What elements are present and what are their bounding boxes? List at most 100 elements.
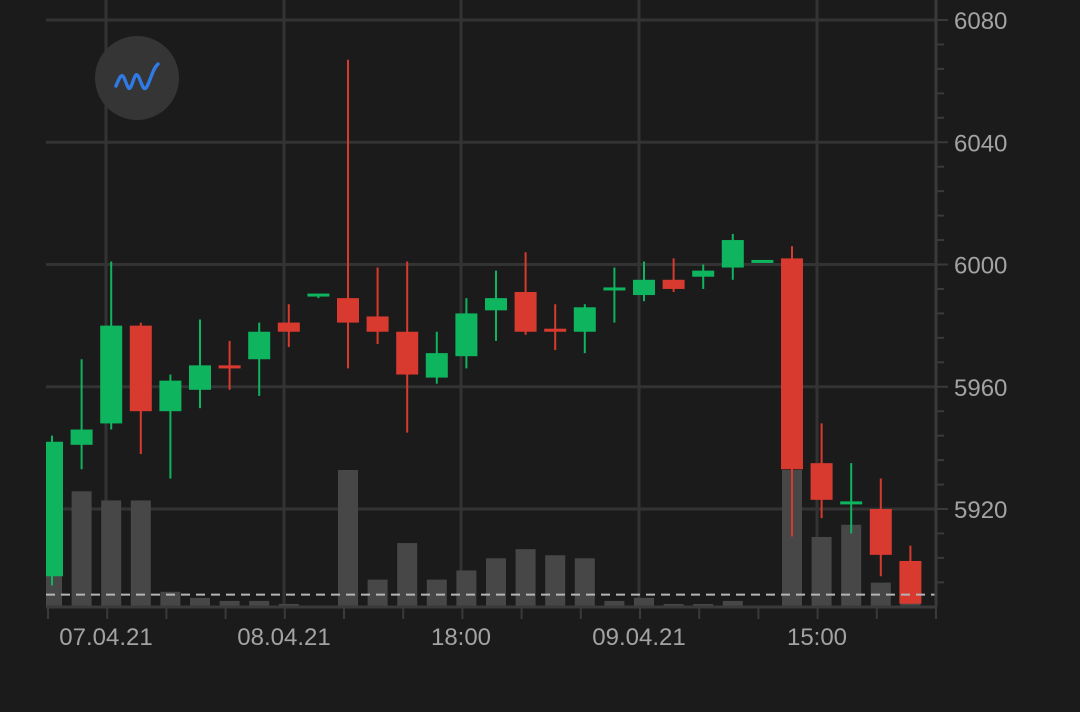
candle-1 [70, 359, 93, 470]
candle-11 [366, 267, 389, 344]
volume-bar-18 [574, 558, 595, 607]
candle-body-4 [159, 380, 182, 412]
candle-8 [277, 304, 300, 348]
volume-bar-27 [841, 524, 862, 607]
volume-bar-11 [367, 579, 388, 607]
volume-bar-26 [811, 536, 832, 607]
candle-15 [485, 270, 507, 341]
y-tick-label-3: 5960 [954, 375, 1007, 402]
candle-body-17 [544, 328, 567, 332]
y-tick-label-4: 5920 [954, 497, 1007, 524]
volume-bar-16 [515, 549, 536, 607]
candle-body-0 [46, 441, 63, 577]
candle-21 [662, 258, 685, 293]
candle-body-10 [337, 298, 359, 323]
candle-22 [692, 264, 715, 289]
volume-bar-7 [249, 600, 270, 607]
candle-body-1 [70, 429, 93, 445]
candle-body-5 [189, 365, 211, 390]
candle-28 [869, 478, 892, 577]
volume-bar-17 [545, 555, 566, 607]
volume-bar-3 [130, 500, 151, 607]
volume-bar-23 [722, 600, 743, 607]
candle-body-26 [810, 463, 833, 500]
y-tick-label-0: 6080 [954, 8, 1007, 35]
candle-body-2 [100, 325, 123, 424]
indicator-button[interactable] [95, 36, 179, 120]
volume-bar-2 [101, 500, 122, 607]
candle-body-12 [396, 331, 419, 375]
volume-bars [46, 470, 921, 607]
candle-12 [396, 261, 419, 433]
volume-bar-21 [663, 603, 684, 607]
volume-bar-13 [426, 579, 447, 607]
candle-10 [337, 59, 359, 369]
x-tick-label-4: 15:00 [787, 624, 847, 651]
candle-body-22 [692, 270, 715, 277]
volume-bar-1 [71, 491, 92, 607]
candle-body-13 [425, 353, 448, 378]
candle-body-20 [633, 279, 655, 296]
candle-body-21 [662, 279, 685, 289]
candle-27 [840, 463, 863, 534]
y-tick-label-1: 6040 [954, 130, 1007, 157]
candle-body-11 [366, 316, 389, 332]
candle-14 [455, 298, 478, 369]
volume-bar-19 [604, 600, 625, 607]
indicator-wave-icon [114, 62, 160, 91]
candle-body-28 [869, 509, 892, 555]
volume-bar-8 [278, 603, 299, 607]
candle-20 [633, 261, 655, 302]
volume-bar-28 [870, 582, 891, 607]
candle-26 [810, 423, 833, 519]
candle-body-14 [455, 313, 478, 357]
candle-0 [46, 435, 63, 586]
candle-25 [781, 246, 803, 537]
candle-6 [218, 340, 241, 390]
candle-17 [544, 304, 567, 351]
candle-18 [573, 304, 596, 354]
candle-3 [129, 322, 152, 454]
candle-23 [721, 233, 744, 280]
x-tick-label-2: 18:00 [431, 624, 491, 651]
volume-bar-12 [397, 543, 418, 607]
candle-body-3 [129, 325, 152, 412]
candle-body-7 [248, 331, 271, 360]
volume-bar-20 [634, 597, 654, 607]
candle-13 [425, 331, 448, 384]
candle-body-9 [307, 293, 330, 297]
x-axis: 07.04.21 08.04.21 18:00 09.04.21 15:00 [46, 605, 937, 651]
candle-2 [100, 261, 123, 430]
candle-body-29 [899, 560, 922, 604]
candle-body-15 [485, 298, 507, 311]
volume-bar-25 [782, 470, 802, 607]
candle-body-8 [277, 322, 300, 332]
x-tick-label-3: 09.04.21 [592, 624, 685, 651]
volume-bar-4 [160, 591, 181, 607]
candle-body-16 [514, 292, 537, 332]
candle-body-27 [840, 501, 863, 505]
volume-bar-6 [219, 600, 240, 607]
candle-body-25 [781, 258, 803, 470]
candle-19 [603, 267, 626, 323]
volume-bar-10 [338, 470, 358, 607]
candle-9 [307, 293, 330, 299]
candle-24 [751, 259, 774, 263]
candle-body-18 [573, 307, 596, 332]
volume-bar-15 [486, 558, 506, 607]
volume-bar-14 [456, 570, 477, 607]
candle-5 [189, 319, 211, 409]
y-tick-label-2: 6000 [954, 253, 1007, 280]
candle-body-6 [218, 365, 241, 369]
candle-7 [248, 322, 271, 396]
candle-4 [159, 374, 182, 479]
x-tick-label-1: 08.04.21 [237, 624, 330, 651]
volume-bar-5 [190, 597, 210, 607]
candle-16 [514, 252, 537, 335]
candle-body-19 [603, 287, 626, 291]
candle-29 [899, 545, 922, 604]
candle-body-23 [721, 240, 744, 268]
candles [46, 59, 922, 604]
x-tick-label-0: 07.04.21 [59, 624, 152, 651]
